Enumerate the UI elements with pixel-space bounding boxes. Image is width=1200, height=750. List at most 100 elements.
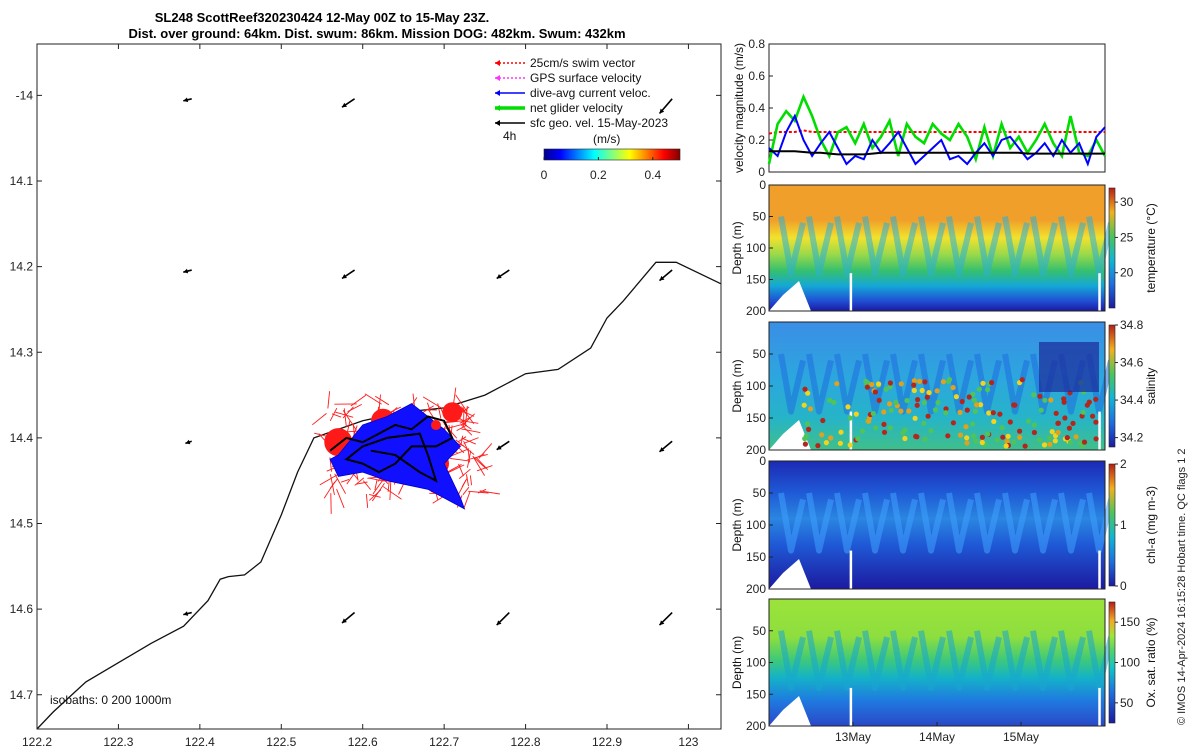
swim-vector (467, 449, 471, 463)
salinity-point (1031, 422, 1037, 428)
swim-vector (356, 481, 368, 485)
swim-vector (365, 494, 369, 508)
temperature-gap (1098, 273, 1101, 311)
swim-vector (374, 479, 378, 491)
legend-arrowhead (495, 105, 500, 111)
salinity-point (1047, 435, 1053, 441)
salinity-point (1041, 442, 1048, 448)
salinity-point (1052, 438, 1058, 444)
salinity-isoline (834, 353, 862, 415)
salinity-point (1025, 418, 1032, 424)
salinity-point (881, 429, 888, 435)
swim-vector (462, 486, 470, 496)
temperature-cbar-tick-label: 25 (1120, 230, 1134, 244)
salinity-point (926, 390, 932, 396)
section-salinity: 50 100 150 200 Depth (m) 34.2 34.4 34.6 34.8 sali… (730, 318, 1158, 457)
swim-vector (329, 407, 338, 422)
temperature-isoline (974, 215, 1002, 277)
oxygen-isoline (918, 630, 946, 691)
swim-vector (469, 475, 472, 486)
temperature-ytick-label: 200 (746, 304, 766, 318)
salinity-point (863, 378, 869, 384)
salinity-point (823, 440, 830, 446)
temperature-cbar-tick-label: 20 (1120, 266, 1134, 280)
oxygen-isoline (1030, 630, 1058, 691)
salinity-point (979, 434, 986, 440)
map-ytick-label: 14.6 (10, 602, 34, 616)
swim-vector (368, 489, 382, 501)
swim-vector (461, 428, 481, 434)
geo-vector-head (659, 620, 665, 626)
salinity-point (1049, 429, 1055, 435)
oxygen-gap (849, 687, 853, 726)
swim-vector (476, 465, 493, 472)
chla-isoline (778, 492, 806, 554)
oxygen-isoline (806, 630, 834, 691)
colorbar-title: (m/s) (593, 132, 620, 146)
salinity-point (963, 424, 969, 430)
salinity-point (873, 425, 879, 431)
salinity-point (806, 426, 812, 432)
chla-isoline (946, 492, 974, 554)
swim-vector (327, 391, 331, 409)
salinity-point (906, 408, 912, 414)
temperature-seafloor (769, 281, 811, 311)
legend-label: dive-avg current veloc. (530, 86, 651, 100)
footer-credit: © IMOS 14-Apr-2024 16:15:28 Hobart time.… (1176, 448, 1188, 725)
salinity-point (1019, 377, 1025, 383)
velocity-series-line (769, 150, 1105, 156)
temperature-isoline (862, 215, 890, 277)
chla-ytick-label: 200 (746, 582, 766, 596)
velocity-series (767, 93, 1107, 167)
swim-vector (450, 457, 470, 462)
swim-vector (462, 420, 479, 424)
salinity-point (828, 435, 834, 441)
salinity-point (898, 408, 904, 414)
salinity-point (911, 387, 917, 394)
salinity-point (964, 440, 970, 446)
chla-isoline (862, 492, 890, 554)
geo-vector-head (659, 275, 665, 281)
salinity-point (985, 431, 991, 437)
salinity-point (1073, 434, 1079, 440)
salinity-point (934, 388, 940, 394)
oxygen-cbar-tick-label: 50 (1120, 696, 1134, 710)
salinity-point (1061, 396, 1067, 402)
swim-vector (447, 464, 465, 474)
chla-texture (778, 492, 1114, 554)
oxygen-isoline (890, 630, 918, 691)
swim-vector (457, 436, 467, 443)
chla-colorbar (1108, 463, 1116, 587)
salinity-point (1053, 410, 1059, 416)
oxygen-isoline (862, 630, 890, 691)
chart-title-line1: SL248 ScottReef320230424 12-May 00Z to 1… (155, 10, 490, 25)
temperature-ytick-label: 50 (753, 210, 767, 224)
salinity-cbar-tick-label: 34.6 (1120, 356, 1144, 370)
map-y-axis: -14 14.1 14.2 14.3 14.4 14.5 14.6 14.7 (10, 88, 721, 702)
swim-vector (427, 409, 437, 423)
salinity-point (804, 421, 811, 427)
oxygen-ylabel: Depth (m) (730, 636, 744, 689)
salinity-point (1011, 439, 1017, 445)
map-xtick-label: 122.7 (429, 735, 459, 749)
salinity-point (1003, 443, 1009, 449)
salinity-point (855, 436, 861, 442)
map-xtick-label: 122.4 (185, 735, 215, 749)
salinity-point (834, 381, 840, 387)
oxygen-texture (778, 630, 1114, 691)
map-ytick-label: 14.4 (10, 431, 34, 445)
salinity-point (802, 441, 809, 447)
salinity-point (1093, 419, 1099, 425)
salinity-point (973, 438, 979, 444)
salinity-point (827, 397, 833, 403)
oxygen-gap (1098, 687, 1101, 726)
salinity-point (1080, 409, 1086, 415)
map-ytick-label: 14.5 (10, 517, 34, 531)
swim-vector (389, 478, 392, 501)
temperature-isoline (1030, 215, 1058, 277)
legend-label: sfc geo. vel. 15-May-2023 (530, 116, 668, 130)
salinity-point (945, 433, 951, 439)
map-xtick-label: 122.8 (511, 735, 541, 749)
salinity-isoline (918, 353, 946, 415)
salinity-point (940, 379, 947, 385)
